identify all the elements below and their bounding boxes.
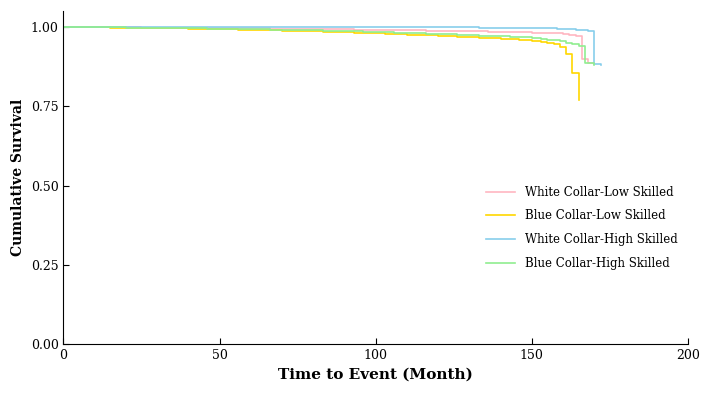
Blue Collar-Low Skilled (225, 27, 233, 32)
Line: Blue Collar-High Skilled: Blue Collar-High Skilled (63, 27, 594, 65)
White Collar-High Skilled (371, 25, 380, 29)
White Collar-Low Skilled (234, 26, 242, 31)
Blue Collar-Low Skilled (247, 28, 255, 32)
Blue Collar-Low Skilled (574, 97, 583, 102)
Blue Collar-Low Skilled (59, 25, 68, 29)
White Collar-High Skilled (597, 63, 605, 68)
X-axis label: Time to Event (Month): Time to Event (Month) (278, 368, 473, 382)
White Collar-Low Skilled (59, 25, 68, 29)
White Collar-Low Skilled (559, 31, 567, 36)
White Collar-Low Skilled (565, 31, 574, 36)
Blue Collar-High Skilled (59, 25, 68, 29)
Blue Collar-Low Skilled (215, 27, 224, 31)
Blue Collar-Low Skilled (350, 30, 358, 35)
Blue Collar-Low Skilled (359, 31, 368, 35)
White Collar-Low Skilled (571, 32, 579, 37)
White Collar-Low Skilled (402, 28, 411, 33)
Line: Blue Collar-Low Skilled: Blue Collar-Low Skilled (63, 27, 579, 100)
Line: White Collar-High Skilled: White Collar-High Skilled (63, 27, 601, 65)
White Collar-Low Skilled (590, 62, 599, 67)
Blue Collar-High Skilled (568, 40, 577, 45)
White Collar-High Skilled (590, 61, 599, 66)
Blue Collar-High Skilled (590, 63, 599, 68)
White Collar-High Skilled (465, 25, 474, 30)
Legend: White Collar-Low Skilled, Blue Collar-Low Skilled, White Collar-High Skilled, Bl: White Collar-Low Skilled, Blue Collar-Lo… (481, 181, 682, 274)
Blue Collar-High Skilled (402, 30, 411, 35)
White Collar-Low Skilled (552, 31, 561, 36)
White Collar-High Skilled (59, 25, 68, 29)
Blue Collar-High Skilled (550, 38, 558, 43)
White Collar-High Skilled (309, 25, 318, 29)
Blue Collar-High Skilled (556, 39, 565, 44)
White Collar-High Skilled (493, 25, 502, 30)
White Collar-High Skilled (571, 27, 579, 31)
Line: White Collar-Low Skilled: White Collar-Low Skilled (63, 27, 594, 64)
Blue Collar-High Skilled (562, 39, 570, 44)
Blue Collar-Low Skilled (496, 36, 505, 40)
Y-axis label: Cumulative Survival: Cumulative Survival (11, 99, 25, 256)
Blue Collar-High Skilled (234, 27, 242, 31)
